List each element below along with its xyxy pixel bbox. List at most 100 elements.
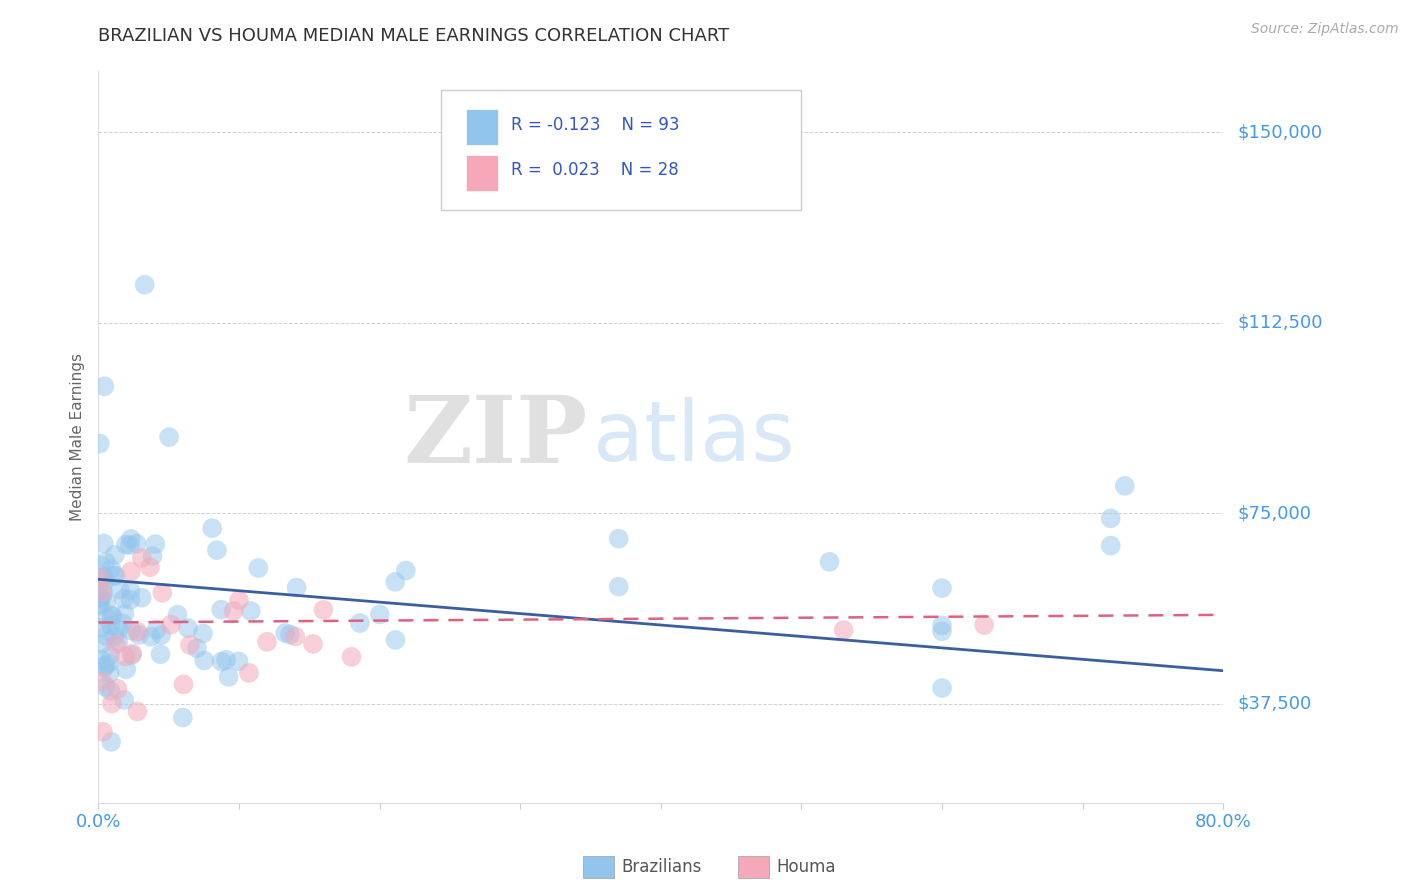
Bar bbox=[467, 155, 498, 191]
Point bbox=[228, 593, 250, 607]
Point bbox=[93, 536, 115, 550]
Text: $75,000: $75,000 bbox=[1237, 504, 1312, 523]
Point bbox=[89, 591, 111, 605]
Point bbox=[312, 603, 335, 617]
FancyBboxPatch shape bbox=[441, 90, 801, 211]
Point bbox=[166, 607, 188, 622]
Point bbox=[120, 592, 142, 607]
Point bbox=[228, 654, 250, 668]
Point bbox=[93, 660, 115, 674]
Text: $37,500: $37,500 bbox=[1237, 695, 1312, 713]
Point bbox=[239, 604, 262, 618]
Point bbox=[108, 623, 131, 637]
Text: $150,000: $150,000 bbox=[1237, 123, 1322, 141]
Point bbox=[121, 648, 143, 662]
Text: atlas: atlas bbox=[593, 397, 794, 477]
Point bbox=[127, 705, 149, 719]
Point bbox=[91, 724, 114, 739]
Text: R =  0.023    N = 28: R = 0.023 N = 28 bbox=[512, 161, 679, 179]
Point bbox=[215, 653, 238, 667]
Point bbox=[120, 565, 142, 579]
Point bbox=[278, 627, 301, 641]
Point bbox=[205, 543, 228, 558]
Text: ZIP: ZIP bbox=[404, 392, 588, 482]
Y-axis label: Median Male Earnings: Median Male Earnings bbox=[70, 353, 86, 521]
Bar bbox=[467, 110, 498, 145]
Point bbox=[94, 658, 117, 673]
Point bbox=[131, 591, 153, 605]
Point bbox=[91, 585, 114, 599]
Point bbox=[145, 623, 167, 637]
Point bbox=[139, 630, 162, 644]
Point bbox=[91, 591, 114, 605]
Point bbox=[94, 680, 117, 694]
Point bbox=[211, 655, 233, 669]
Point bbox=[120, 583, 142, 598]
Point bbox=[368, 607, 391, 622]
Point bbox=[139, 560, 162, 574]
Point bbox=[120, 624, 142, 638]
Point bbox=[1099, 539, 1122, 553]
Point bbox=[149, 647, 172, 661]
Point bbox=[209, 602, 232, 616]
Point bbox=[112, 693, 135, 707]
Point bbox=[89, 597, 111, 611]
Point bbox=[1099, 511, 1122, 525]
Point bbox=[150, 628, 173, 642]
Point bbox=[91, 585, 114, 599]
Point bbox=[94, 574, 117, 588]
Point bbox=[93, 379, 115, 393]
Point bbox=[172, 710, 194, 724]
Text: Source: ZipAtlas.com: Source: ZipAtlas.com bbox=[1251, 22, 1399, 37]
Point bbox=[384, 574, 406, 589]
Point bbox=[104, 548, 127, 562]
Point bbox=[238, 665, 260, 680]
Point bbox=[114, 607, 136, 621]
Point bbox=[157, 430, 180, 444]
Point bbox=[384, 632, 406, 647]
Point bbox=[90, 621, 112, 635]
Point bbox=[97, 656, 120, 670]
Point bbox=[201, 521, 224, 535]
Point bbox=[93, 570, 115, 584]
Point bbox=[89, 558, 111, 573]
Point bbox=[114, 649, 136, 664]
Point bbox=[931, 581, 953, 595]
Point bbox=[91, 674, 114, 689]
Point bbox=[100, 735, 122, 749]
Point bbox=[931, 618, 953, 632]
Point bbox=[96, 595, 118, 609]
Point bbox=[121, 647, 143, 661]
Point bbox=[125, 536, 148, 550]
Point bbox=[90, 637, 112, 651]
Point bbox=[134, 277, 156, 292]
Point bbox=[100, 683, 122, 698]
Point bbox=[107, 635, 129, 649]
Point bbox=[150, 586, 173, 600]
Point bbox=[108, 582, 131, 597]
Point bbox=[100, 618, 122, 632]
Point bbox=[89, 436, 111, 450]
Point bbox=[90, 652, 112, 666]
Point bbox=[931, 624, 953, 639]
Point bbox=[105, 638, 128, 652]
Point bbox=[101, 608, 124, 623]
Point bbox=[120, 532, 142, 546]
Point bbox=[607, 532, 630, 546]
Point bbox=[222, 604, 245, 618]
Point bbox=[191, 626, 214, 640]
Point bbox=[218, 670, 240, 684]
Point bbox=[1114, 479, 1136, 493]
Point bbox=[111, 616, 134, 631]
Point bbox=[173, 677, 195, 691]
Point bbox=[131, 551, 153, 566]
Point bbox=[186, 641, 208, 656]
Point bbox=[98, 666, 121, 681]
Point bbox=[118, 538, 141, 552]
Point bbox=[103, 630, 125, 644]
Point bbox=[128, 628, 150, 642]
Point bbox=[115, 662, 138, 676]
Point bbox=[177, 621, 200, 635]
Point bbox=[100, 608, 122, 623]
Point bbox=[818, 555, 841, 569]
